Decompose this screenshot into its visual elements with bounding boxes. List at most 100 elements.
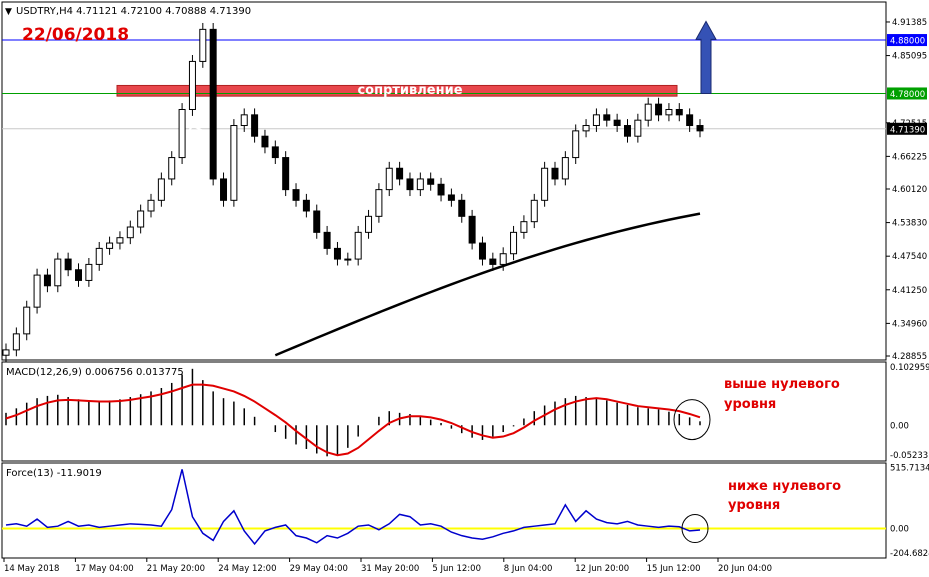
candle-body: [137, 210, 145, 228]
candle-body: [406, 178, 414, 191]
candle-body: [530, 199, 538, 223]
price-tick-label: 4.28855: [892, 352, 927, 362]
candle-body: [188, 60, 196, 110]
macd-highlight-circle: [673, 399, 711, 441]
candle-body: [458, 199, 466, 217]
candle-body: [478, 242, 486, 260]
price-tick-label: 4.85095: [892, 52, 927, 62]
candle-body: [696, 125, 704, 132]
candle-body: [489, 258, 497, 265]
macd-title: MACD(12,26,9) 0.006756 0.013775: [6, 367, 184, 378]
price-panel-frame: [1, 1, 887, 361]
time-tick-label: 8 Jun 04:00: [504, 564, 553, 574]
ma-slow-line: [274, 212, 701, 357]
level-label: 4.88000: [890, 37, 925, 47]
force-plot: [2, 469, 886, 546]
candle-body: [613, 119, 621, 127]
force-tick-label: 515.7134: [890, 464, 929, 474]
candle-body: [655, 103, 663, 116]
candle-body: [54, 258, 62, 287]
candle-body: [292, 189, 300, 201]
candle-body: [572, 130, 580, 159]
candle-body: [603, 114, 611, 121]
candle-body: [157, 178, 165, 201]
level-label: 4.71390: [890, 125, 925, 135]
time-tick-label: 12 Jun 20:00: [575, 564, 629, 574]
candle-body: [106, 242, 114, 249]
candle-body: [365, 215, 373, 233]
force-tick-label: 0.00: [890, 525, 909, 535]
candle-body: [12, 333, 20, 351]
candle-body: [261, 135, 269, 148]
candle-body: [354, 231, 362, 260]
time-tick-label: 15 Jun 12:00: [647, 564, 701, 574]
level-label: 4.78000: [890, 90, 925, 100]
candle-body: [375, 189, 383, 217]
resistance-zone: [116, 84, 678, 97]
macd-annotation-line1: выше нулевого: [724, 377, 840, 392]
time-tick-label: 5 Jun 12:00: [432, 564, 481, 574]
price-tick-label: 4.60120: [892, 185, 927, 195]
level-label-box: [887, 122, 927, 135]
macd-tick-label: 0.102959: [890, 363, 929, 373]
candle-body: [178, 108, 186, 159]
candle-body: [199, 28, 207, 62]
time-tick-label: 14 May 2018: [4, 564, 59, 574]
candle-body: [447, 194, 455, 201]
time-tick-label: 31 May 20:00: [361, 564, 419, 574]
candle-body: [2, 349, 10, 356]
candle-body: [126, 226, 134, 239]
force-annotation-line2: уровня: [728, 498, 780, 513]
candle-body: [230, 125, 238, 201]
force-title: Force(13) -11.9019: [6, 468, 102, 479]
candle-body: [116, 237, 124, 244]
candle-body: [209, 28, 217, 180]
candle-body: [623, 125, 631, 137]
macd-panel-frame: [1, 361, 887, 462]
candle-body: [33, 274, 41, 308]
macd-tick-label: -0.052331: [890, 451, 929, 461]
candle-body: [675, 108, 683, 116]
candle-body: [686, 114, 694, 127]
candle-body: [592, 114, 600, 127]
force-line: [5, 469, 701, 546]
level-label-box: [887, 34, 927, 47]
price-tick-label: 4.91385: [892, 18, 927, 28]
time-tick-label: 21 May 20:00: [147, 564, 205, 574]
macd-plot: [5, 368, 711, 457]
candle-body: [396, 167, 404, 180]
price-tick-label: 4.34960: [892, 319, 927, 329]
price-tick-label: 4.47540: [892, 252, 927, 262]
candle-body: [23, 306, 31, 335]
time-tick-label: 17 May 04:00: [75, 564, 133, 574]
candle-body: [251, 114, 259, 137]
candle-body: [323, 231, 331, 249]
macd-annotation-line2: уровня: [724, 397, 776, 412]
candle-body: [43, 274, 51, 287]
time-tick-label: 20 Jun 04:00: [718, 564, 772, 574]
macd-tick-label: 0.00: [890, 421, 909, 431]
candle-body: [147, 199, 155, 212]
candle-body: [499, 253, 507, 265]
price-tick-label: 4.53830: [892, 219, 927, 229]
candle-body: [313, 210, 321, 233]
candle-body: [510, 231, 518, 255]
symbol-info: USDTRY,H4 4.71121 4.72100 4.70888 4.7139…: [16, 6, 251, 17]
candle-body: [344, 258, 352, 261]
candle-body: [333, 247, 341, 260]
up-arrow: [695, 20, 717, 94]
axis-labels: 4.913854.850954.725154.662254.601204.538…: [3, 18, 929, 574]
candle-body: [437, 183, 445, 196]
resistance-label: сопртивление: [357, 83, 462, 98]
candle-body: [85, 263, 93, 281]
force-annotation-line1: ниже нулевого: [728, 479, 841, 494]
candle-body: [75, 269, 83, 281]
level-label-box: [887, 87, 927, 100]
candle-body: [468, 215, 476, 244]
candle-body: [665, 108, 673, 116]
candle-body: [302, 199, 310, 212]
date-label: 22/06/2018: [22, 25, 129, 45]
price-plot: [2, 20, 886, 362]
candle-body: [282, 157, 290, 191]
